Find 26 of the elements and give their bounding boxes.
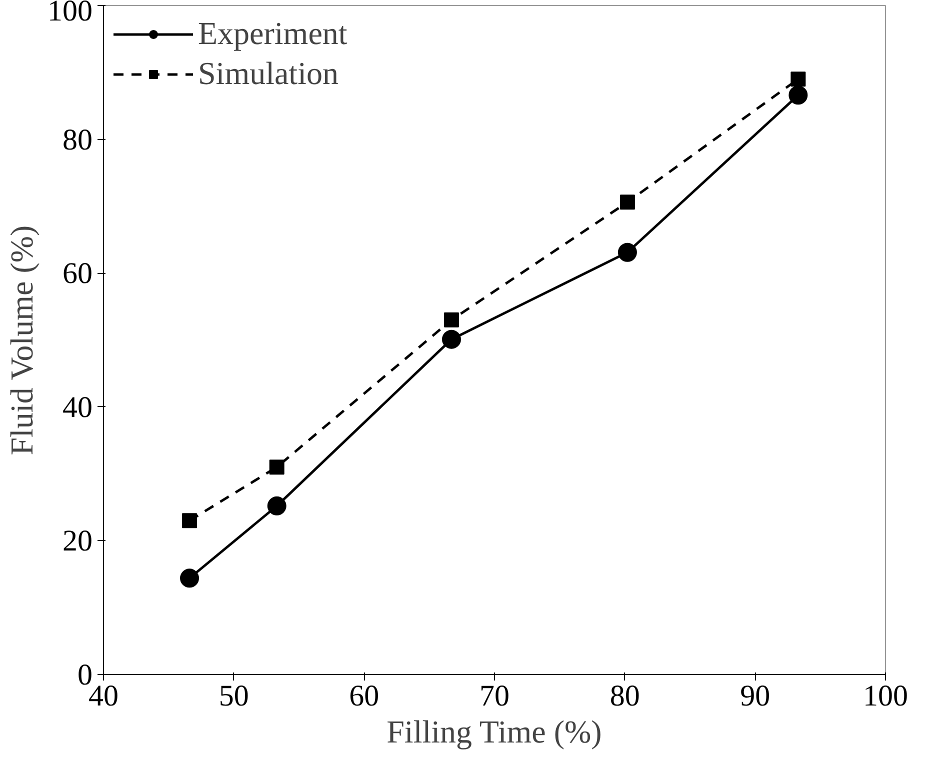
x-tick-label: 90 xyxy=(740,680,770,712)
point xyxy=(444,312,459,328)
y-axis-title: Fluid Volume (%) xyxy=(4,225,40,456)
legend-label: Simulation xyxy=(198,55,338,92)
point xyxy=(267,496,286,516)
point xyxy=(442,330,461,349)
point xyxy=(618,242,637,262)
y-tick-label: 80 xyxy=(62,123,92,156)
x-axis-title: Filling Time (%) xyxy=(386,714,602,750)
point xyxy=(269,460,284,475)
y-tick-label: 20 xyxy=(62,524,92,558)
point xyxy=(180,568,200,588)
point xyxy=(790,72,806,87)
x-tick-label: 100 xyxy=(863,680,908,712)
point xyxy=(788,86,808,105)
y-tick-label: 0 xyxy=(78,658,92,692)
y-tick-label: 40 xyxy=(62,390,92,424)
x-tick-label: 80 xyxy=(610,680,640,712)
x-tick-label: 50 xyxy=(218,680,249,712)
x-tick-label: 70 xyxy=(480,680,510,712)
y-tick-label: 100 xyxy=(48,0,92,28)
point xyxy=(620,194,635,210)
legend-label: Experiment xyxy=(198,15,348,52)
point xyxy=(182,513,198,528)
x-tick-label: 60 xyxy=(349,680,380,712)
y-tick-label: 60 xyxy=(62,257,92,290)
